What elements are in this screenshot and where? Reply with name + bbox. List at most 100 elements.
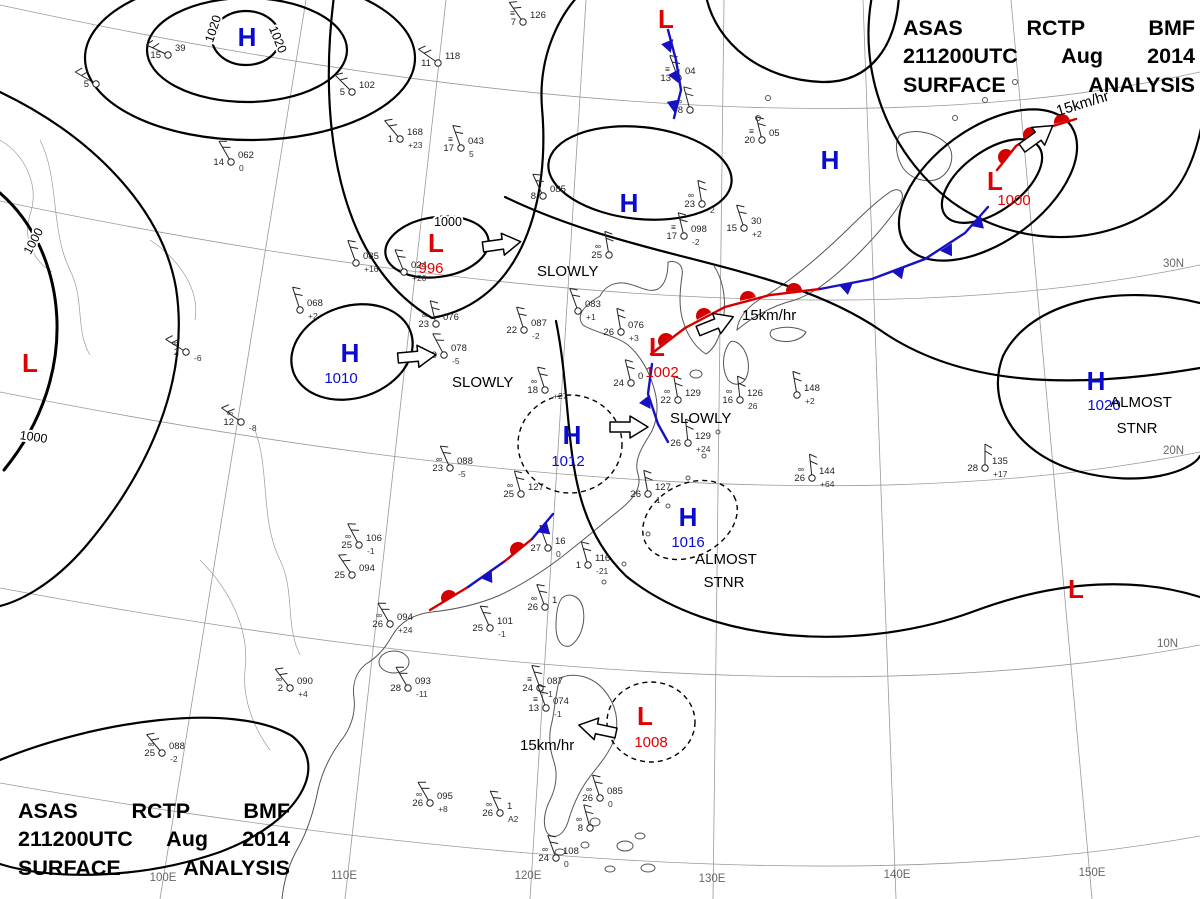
wind-barb-feather — [626, 366, 635, 370]
wind-barb-shaft — [537, 685, 547, 709]
pressure-systems: HLHL1000HL996H1010LL1002H1012H1020H1016L… — [22, 4, 1121, 751]
station-pressure: 0 — [638, 371, 643, 382]
isobar-value-label: 1000 — [19, 428, 49, 446]
wind-barb-shaft — [347, 523, 360, 546]
station-plot: 17 043 ≡ 5 — [443, 124, 484, 159]
coast-ryukyu — [701, 453, 707, 459]
station-pressure: 106 — [366, 533, 382, 544]
title-block-top-right: ASAS RCTP BMF 211200UTC Aug 2014 SURFACE… — [903, 14, 1195, 99]
station-tendency: -2 — [170, 754, 178, 764]
station-temp: 24 — [613, 378, 624, 389]
movement-annotation: ALMOST — [1110, 394, 1172, 411]
wind-barb-feather — [342, 559, 351, 562]
wind-barb-feather — [809, 453, 817, 458]
wind-barb-feather — [984, 443, 993, 449]
warm-front-semicircle — [740, 291, 756, 301]
meridian-100e — [159, 0, 307, 899]
station-temp: 25 — [472, 623, 483, 634]
station-plot: 17 098 ≡ -2 — [666, 212, 707, 247]
latitude-label: 10N — [1157, 638, 1178, 650]
station-pressure: 144 — [819, 466, 835, 477]
wind-barb-feather — [592, 774, 601, 778]
station-temp: 1 — [388, 134, 393, 145]
wind-barb-feather — [583, 804, 592, 808]
pressure-value: 1010 — [324, 370, 357, 387]
station-circle — [793, 391, 801, 399]
station-temp: 26 — [582, 793, 593, 804]
pressure-value: 1002 — [645, 364, 678, 381]
station-tendency: +1 — [586, 312, 596, 322]
warm-front-semicircle — [658, 333, 673, 346]
pressure-value: 1012 — [551, 453, 584, 470]
longitude-label: 100E — [150, 872, 177, 884]
movement-annotation: 15km/hr — [520, 737, 574, 754]
front-line — [649, 287, 822, 356]
coast-ryukyu — [621, 561, 627, 567]
dashed-outlines — [517, 394, 738, 763]
wind-barb-shaft — [384, 120, 401, 140]
station-temp: 2 — [174, 347, 179, 358]
station-pressure: 085 — [363, 251, 379, 262]
wind-barb-feather — [490, 790, 499, 793]
station-circle — [541, 603, 549, 611]
wind-barb-shaft — [569, 288, 579, 312]
coast-korea — [667, 261, 725, 355]
coast-ryukyu — [601, 579, 607, 585]
station-circle — [457, 144, 465, 152]
coast-islet — [952, 115, 958, 121]
station-temp: 24 — [522, 683, 533, 694]
station-temp: 18 — [527, 385, 538, 396]
station-tendency: -8 — [249, 423, 257, 433]
station-circle — [446, 464, 454, 472]
wind-barb-feather — [152, 42, 160, 49]
isobar-bottom-left-loop — [0, 716, 310, 876]
station-weather-symbol: ∞ — [276, 674, 282, 684]
wind-barb-shaft — [347, 240, 357, 264]
station-circle — [617, 328, 625, 336]
station-weather-symbol: ∞ — [531, 376, 537, 386]
station-circle — [386, 620, 394, 628]
station-weather-symbol: ∞ — [436, 454, 442, 464]
pressure-value: 1008 — [634, 734, 667, 751]
wind-barb-feather — [736, 204, 745, 208]
station-plot: 5 102 — [334, 72, 375, 98]
wind-barb-feather — [535, 180, 544, 182]
meridian-110e — [344, 0, 447, 899]
wind-barb-shaft — [673, 376, 679, 401]
station-plot: 26 144 ∞ +64 — [794, 453, 835, 489]
wind-barb-feather — [625, 359, 634, 363]
station-plot: 26 1 ∞ — [527, 583, 557, 613]
station-circle — [539, 192, 547, 200]
station-circle — [541, 386, 549, 394]
wind-barb-feather — [431, 307, 440, 311]
title-line-2: 211200UTC Aug 2014 — [18, 827, 290, 852]
coast-island — [554, 848, 566, 856]
station-plot: 23 076 ∞ — [418, 300, 459, 330]
meridian-140e — [862, 0, 897, 899]
coast-islet — [1012, 79, 1018, 85]
station-pressure: 127 — [655, 482, 671, 493]
wind-barb-shaft — [624, 359, 632, 384]
station-circle — [674, 396, 682, 404]
front-line — [818, 205, 990, 291]
station-temp: 16 — [722, 395, 733, 406]
river — [199, 559, 271, 751]
pressure-value: 1020 — [1087, 397, 1120, 414]
station-pressure: 39 — [175, 43, 186, 54]
wind-barb-feather — [394, 249, 403, 252]
wind-barb-feather — [539, 373, 548, 377]
station-pressure: 094 — [359, 563, 375, 574]
station-plot: 26 1 ∞ A2 — [482, 790, 519, 824]
station-plot: 19078-5 — [426, 333, 467, 366]
station-tendency: 0 — [556, 549, 561, 559]
cold-front-triangle — [839, 282, 853, 295]
parallel-5n — [0, 782, 1200, 867]
station-tendency: 0 — [564, 859, 569, 869]
station-tendency: +24 — [696, 444, 711, 454]
title-line-2: 211200UTC Aug 2014 — [903, 44, 1195, 69]
front-line — [428, 585, 470, 612]
station-temp: 23 — [684, 199, 695, 210]
annotations: SLOWLYSLOWLYSLOWLY15km/hr15km/hr15km/hrA… — [452, 88, 1172, 754]
station-circle — [496, 809, 504, 817]
station-weather-symbol: ≡ — [749, 126, 754, 136]
